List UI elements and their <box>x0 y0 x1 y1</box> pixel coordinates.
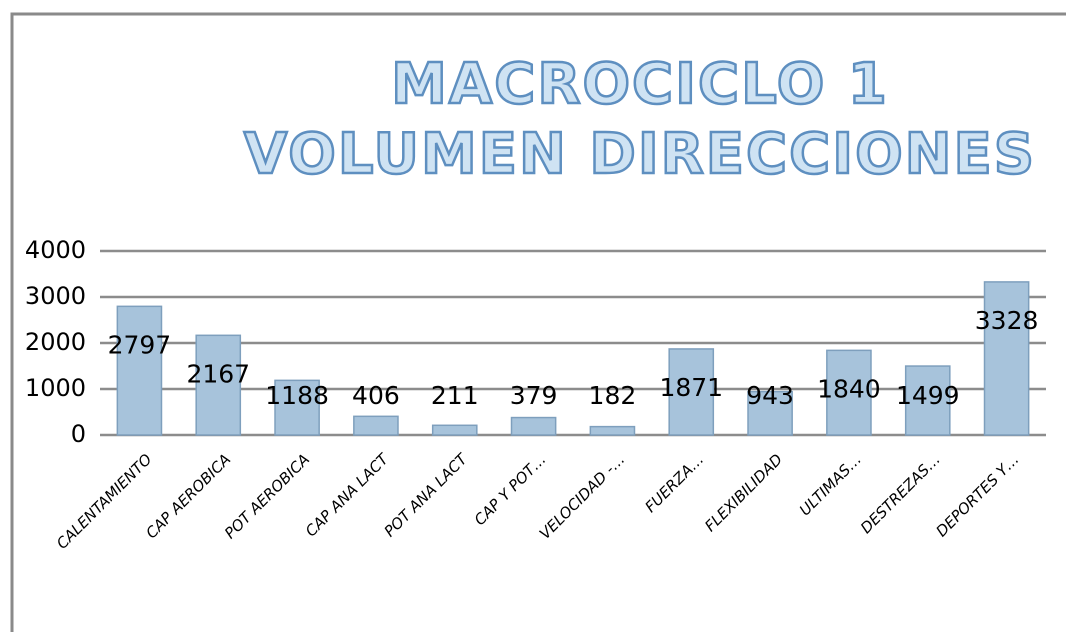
y-tick-label: 0 <box>71 420 86 448</box>
value-label: 2167 <box>186 359 250 388</box>
x-tick-label: CAP AEROBICA <box>142 450 234 542</box>
chart-title: VOLUMEN DIRECCIONES <box>244 122 1036 187</box>
x-tick-label: POT ANA LACT <box>381 449 472 540</box>
bar <box>904 365 951 436</box>
bar <box>589 425 636 436</box>
x-tick-label: DESTREZAS… <box>857 450 944 537</box>
x-tick-label: CAP Y POT… <box>471 450 550 529</box>
x-tick-label: POT AEROBICA <box>221 450 313 542</box>
value-label: 211 <box>431 381 479 410</box>
y-tick-label: 2000 <box>25 328 86 356</box>
x-tick-label: FLEXIBILIDAD <box>701 450 786 535</box>
x-tick-label: CALENTAMIENTO <box>53 450 156 553</box>
bar <box>826 349 872 436</box>
bar <box>116 305 163 436</box>
y-tick-label: 1000 <box>25 374 86 402</box>
bar <box>983 281 1030 436</box>
value-label: 2797 <box>108 330 172 359</box>
bar <box>274 379 320 436</box>
bar <box>431 424 478 436</box>
x-tick-label: VELOCIDAD -… <box>536 450 629 543</box>
bar <box>353 415 399 436</box>
value-label: 943 <box>746 381 794 410</box>
value-label: 1188 <box>265 381 329 410</box>
chart-title: MACROCICLO 1 <box>391 52 889 117</box>
value-label: 1871 <box>659 373 723 402</box>
x-tick-label: ULTIMAS… <box>796 450 865 519</box>
bar <box>668 348 715 436</box>
frame <box>10 12 1066 632</box>
value-label: 379 <box>510 381 558 410</box>
x-tick-label: CAP ANA LACT <box>302 449 393 540</box>
bar <box>747 390 793 436</box>
value-label: 182 <box>589 381 637 410</box>
value-label: 1840 <box>817 374 881 403</box>
value-label: 3328 <box>975 306 1039 335</box>
value-label: 1499 <box>896 381 960 410</box>
y-tick-label: 3000 <box>25 282 86 310</box>
x-tick-label: DEPORTES Y… <box>933 450 1023 540</box>
bar <box>510 416 557 436</box>
value-label: 406 <box>352 381 400 410</box>
y-tick-label: 4000 <box>25 236 86 264</box>
x-tick-label: FUERZA… <box>641 450 707 516</box>
bar <box>195 334 242 436</box>
